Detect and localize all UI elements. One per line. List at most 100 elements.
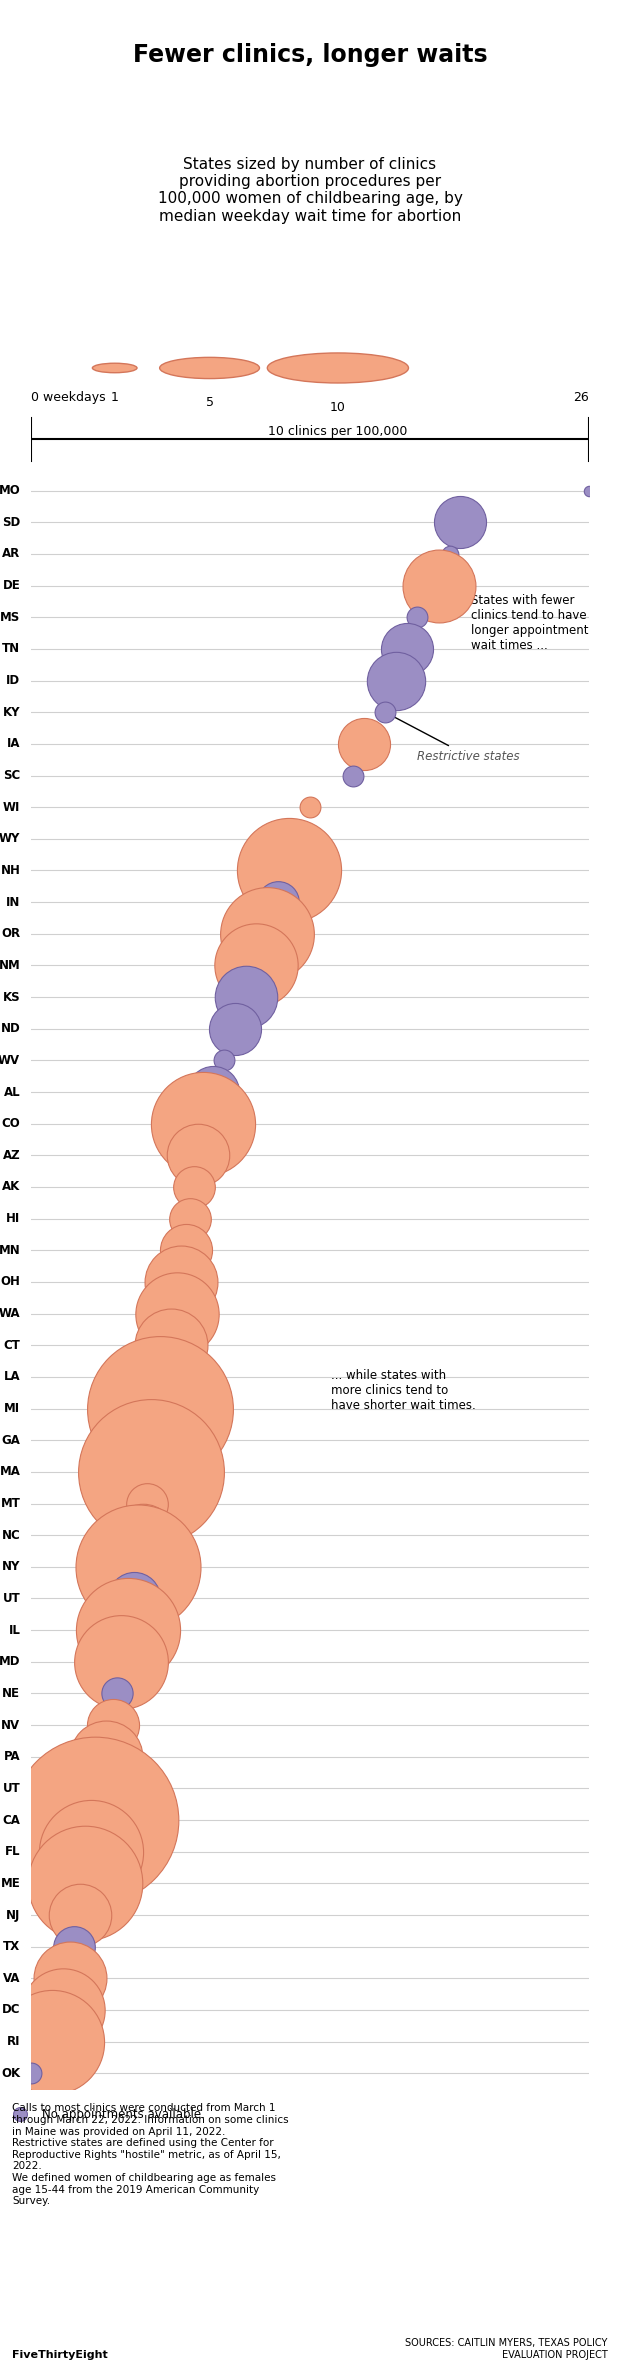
Text: ID: ID xyxy=(6,674,20,686)
Text: VA: VA xyxy=(2,1973,20,1985)
Text: AR: AR xyxy=(2,548,20,560)
Point xyxy=(230,1009,240,1047)
Point xyxy=(76,1897,86,1935)
Text: AZ: AZ xyxy=(2,1149,20,1161)
Point xyxy=(219,1042,229,1080)
Text: MO: MO xyxy=(0,484,20,496)
Point xyxy=(359,724,369,762)
Text: PA: PA xyxy=(4,1750,20,1764)
Point xyxy=(48,2023,58,2061)
Point xyxy=(241,978,250,1016)
Text: OR: OR xyxy=(1,928,20,940)
Text: IL: IL xyxy=(9,1624,20,1636)
Text: TX: TX xyxy=(3,1940,20,1954)
Text: MD: MD xyxy=(0,1655,20,1669)
Text: Fewer clinics, longer waits: Fewer clinics, longer waits xyxy=(133,43,487,66)
Text: FL: FL xyxy=(5,1845,20,1859)
Text: LA: LA xyxy=(4,1370,20,1384)
Point xyxy=(129,1579,139,1617)
Point xyxy=(455,503,465,541)
Point xyxy=(198,1104,208,1142)
Text: SOURCES: CAITLIN MYERS, TEXAS POLICY
EVALUATION PROJECT: SOURCES: CAITLIN MYERS, TEXAS POLICY EVA… xyxy=(405,2338,608,2360)
Point xyxy=(305,788,315,826)
Text: MS: MS xyxy=(0,610,20,624)
Point xyxy=(26,2054,36,2091)
Text: RI: RI xyxy=(7,2035,20,2049)
Point xyxy=(262,914,272,952)
Circle shape xyxy=(160,358,259,377)
Point xyxy=(123,1612,133,1650)
Point xyxy=(251,947,261,985)
Text: NJ: NJ xyxy=(6,1909,20,1921)
Point xyxy=(64,1959,74,1997)
Text: IN: IN xyxy=(6,895,20,909)
Text: UT: UT xyxy=(2,1783,20,1795)
Text: 10 clinics per 100,000: 10 clinics per 100,000 xyxy=(268,425,407,437)
Point xyxy=(434,567,444,605)
Point xyxy=(172,1294,182,1332)
Point xyxy=(146,1453,156,1491)
Text: SD: SD xyxy=(2,515,20,529)
Text: ME: ME xyxy=(1,1878,20,1890)
Text: WI: WI xyxy=(3,800,20,814)
Point xyxy=(283,852,293,890)
Text: 0 weekdays: 0 weekdays xyxy=(31,392,105,404)
Point xyxy=(185,1199,195,1237)
Text: NV: NV xyxy=(1,1719,20,1731)
Point xyxy=(348,757,358,795)
Point xyxy=(402,629,412,667)
Text: KY: KY xyxy=(2,705,20,719)
Text: WY: WY xyxy=(0,833,20,845)
Point xyxy=(193,1137,203,1175)
Point xyxy=(116,1643,126,1681)
Text: AK: AK xyxy=(2,1180,20,1194)
Text: 26: 26 xyxy=(574,392,589,404)
Point xyxy=(273,883,283,921)
Point xyxy=(151,1422,161,1460)
Text: MA: MA xyxy=(0,1465,20,1479)
Text: OH: OH xyxy=(1,1275,20,1289)
Circle shape xyxy=(267,354,409,382)
Text: 1: 1 xyxy=(111,392,118,404)
Point xyxy=(189,1168,199,1206)
Point xyxy=(58,1992,68,2030)
Text: GA: GA xyxy=(1,1434,20,1446)
Point xyxy=(155,1389,165,1427)
Text: NY: NY xyxy=(2,1560,20,1574)
Point xyxy=(69,1928,79,1966)
Point xyxy=(80,1864,90,1902)
Point xyxy=(180,1232,190,1270)
Text: CA: CA xyxy=(2,1814,20,1826)
Text: DE: DE xyxy=(2,579,20,591)
Point xyxy=(208,1073,218,1111)
Text: ... while states with
more clinics tend to
have shorter wait times.: ... while states with more clinics tend … xyxy=(332,1367,476,1413)
Point xyxy=(584,472,594,510)
Text: NM: NM xyxy=(0,959,20,971)
Point xyxy=(91,1802,100,1840)
Text: NE: NE xyxy=(2,1688,20,1700)
Point xyxy=(97,1769,107,1807)
Text: Calls to most clinics were conducted from March 1
through March 22, 2022. Inform: Calls to most clinics were conducted fro… xyxy=(12,2103,289,2205)
Point xyxy=(166,1327,175,1365)
Point xyxy=(412,598,422,636)
Text: No appointments available.: No appointments available. xyxy=(42,2108,205,2120)
Text: WA: WA xyxy=(0,1308,20,1320)
Circle shape xyxy=(92,363,137,373)
Text: AL: AL xyxy=(4,1085,20,1099)
Text: NC: NC xyxy=(1,1529,20,1541)
Text: SC: SC xyxy=(3,769,20,781)
Point xyxy=(142,1484,152,1522)
Text: NH: NH xyxy=(1,864,20,876)
Text: CO: CO xyxy=(1,1118,20,1130)
Point xyxy=(108,1707,118,1745)
Point xyxy=(380,693,390,731)
Text: DC: DC xyxy=(2,2004,20,2016)
Text: KS: KS xyxy=(2,990,20,1004)
Text: OK: OK xyxy=(1,2068,20,2080)
Point xyxy=(445,534,454,572)
Point xyxy=(138,1517,148,1555)
Text: ND: ND xyxy=(1,1023,20,1035)
Text: CT: CT xyxy=(3,1339,20,1351)
Point xyxy=(16,2096,25,2134)
Text: 10: 10 xyxy=(330,401,346,413)
